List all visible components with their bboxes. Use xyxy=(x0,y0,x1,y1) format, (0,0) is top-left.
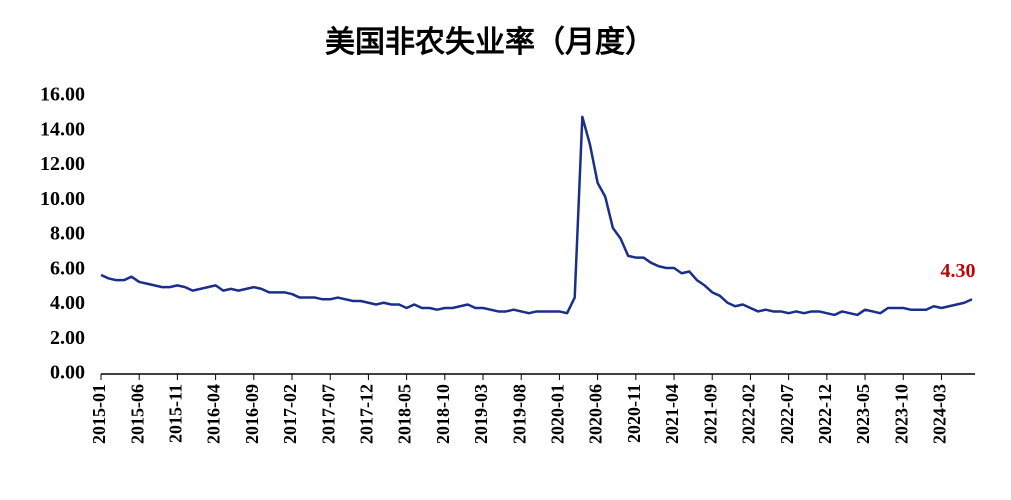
y-tick-label: 12.00 xyxy=(40,153,85,175)
x-tick-label: 2020-01 xyxy=(548,384,568,444)
y-tick-label: 2.00 xyxy=(50,327,85,349)
x-tick-label: 2019-08 xyxy=(509,384,529,444)
x-tick-label: 2022-02 xyxy=(739,384,759,444)
x-tick-label: 2018-05 xyxy=(395,384,415,444)
x-tick-label: 2017-02 xyxy=(280,384,300,444)
y-tick-label: 4.00 xyxy=(50,292,85,314)
chart-title: 美国非农失业率（月度） xyxy=(325,25,655,59)
x-tick-label: 2015-11 xyxy=(166,384,186,443)
x-tick-label: 2015-06 xyxy=(127,384,147,444)
x-tick-label: 2022-07 xyxy=(777,384,797,444)
x-tick-label: 2024-03 xyxy=(930,384,950,444)
y-tick-label: 6.00 xyxy=(50,257,85,279)
x-tick-label: 2020-11 xyxy=(624,384,644,443)
y-tick-label: 16.00 xyxy=(40,84,85,106)
x-tick-label: 2018-10 xyxy=(433,384,453,444)
y-tick-label: 8.00 xyxy=(50,223,85,245)
y-tick-label: 14.00 xyxy=(40,118,85,140)
x-tick-label: 2020-06 xyxy=(586,384,606,444)
y-tick-label: 10.00 xyxy=(40,188,85,210)
x-tick-label: 2016-09 xyxy=(242,384,262,444)
x-tick-label: 2019-03 xyxy=(471,384,491,444)
x-tick-label: 2021-04 xyxy=(662,384,682,444)
x-tick-label: 2022-12 xyxy=(815,384,835,444)
x-tick-label: 2017-07 xyxy=(318,384,338,444)
line xyxy=(100,115,973,317)
data-label: 4.30 xyxy=(941,260,976,282)
x-tick-label: 2017-12 xyxy=(357,384,377,444)
x-tick-label: 2021-09 xyxy=(700,384,720,444)
x-tick-label: 2023-05 xyxy=(853,384,873,444)
x-tick-label: 2016-04 xyxy=(204,384,224,444)
x-tick-label: 2023-10 xyxy=(891,384,911,444)
x-tick-label: 2015-01 xyxy=(89,384,109,444)
y-tick-label: 0.00 xyxy=(50,362,85,384)
